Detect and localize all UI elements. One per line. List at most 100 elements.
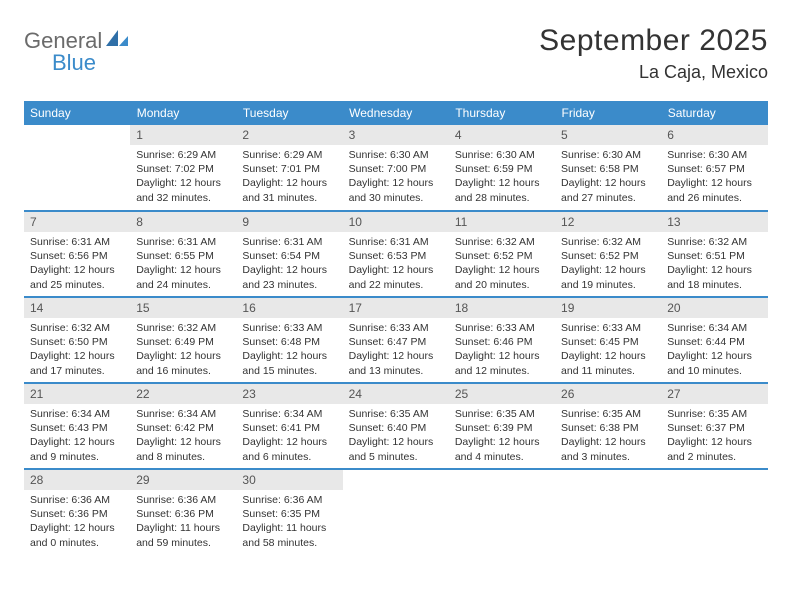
detail-line: Sunset: 6:59 PM [455,162,549,176]
detail-line: and 6 minutes. [242,450,336,464]
detail-line: and 8 minutes. [136,450,230,464]
day-number: 25 [449,384,555,404]
weekday-header: Friday [555,101,661,125]
day-number: 27 [661,384,767,404]
calendar-cell: 27Sunrise: 6:35 AMSunset: 6:37 PMDayligh… [661,383,767,469]
detail-line: Sunset: 6:35 PM [242,507,336,521]
day-details: Sunrise: 6:30 AMSunset: 6:57 PMDaylight:… [661,145,767,209]
day-details: Sunrise: 6:31 AMSunset: 6:55 PMDaylight:… [130,232,236,296]
calendar-cell: 10Sunrise: 6:31 AMSunset: 6:53 PMDayligh… [343,211,449,297]
detail-line: Daylight: 12 hours [242,263,336,277]
detail-line: and 30 minutes. [349,191,443,205]
detail-line: Sunset: 7:00 PM [349,162,443,176]
detail-line: Sunset: 6:56 PM [30,249,124,263]
day-details: Sunrise: 6:36 AMSunset: 6:36 PMDaylight:… [24,490,130,554]
calendar-cell: 24Sunrise: 6:35 AMSunset: 6:40 PMDayligh… [343,383,449,469]
detail-line: Sunrise: 6:36 AM [30,493,124,507]
day-number: 26 [555,384,661,404]
day-number: 5 [555,125,661,145]
detail-line: and 17 minutes. [30,364,124,378]
detail-line: and 9 minutes. [30,450,124,464]
day-details: Sunrise: 6:34 AMSunset: 6:41 PMDaylight:… [236,404,342,468]
detail-line: Sunset: 6:39 PM [455,421,549,435]
detail-line: Daylight: 12 hours [561,176,655,190]
detail-line: Sunrise: 6:35 AM [667,407,761,421]
weekday-header: Thursday [449,101,555,125]
detail-line: Daylight: 12 hours [30,521,124,535]
detail-line: Daylight: 12 hours [136,349,230,363]
calendar-week-row: 7Sunrise: 6:31 AMSunset: 6:56 PMDaylight… [24,211,768,297]
header: General Blue September 2025 La Caja, Mex… [24,24,768,83]
day-details: Sunrise: 6:33 AMSunset: 6:46 PMDaylight:… [449,318,555,382]
detail-line: and 3 minutes. [561,450,655,464]
calendar-cell: 14Sunrise: 6:32 AMSunset: 6:50 PMDayligh… [24,297,130,383]
detail-line: and 11 minutes. [561,364,655,378]
day-details: Sunrise: 6:29 AMSunset: 7:01 PMDaylight:… [236,145,342,209]
day-details: Sunrise: 6:33 AMSunset: 6:48 PMDaylight:… [236,318,342,382]
day-number: 8 [130,212,236,232]
detail-line: and 26 minutes. [667,191,761,205]
detail-line: Sunrise: 6:34 AM [30,407,124,421]
location-label: La Caja, Mexico [539,62,768,83]
detail-line: Daylight: 12 hours [455,349,549,363]
day-number: 29 [130,470,236,490]
detail-line: Sunrise: 6:35 AM [349,407,443,421]
page-title: September 2025 [539,24,768,58]
day-number: 28 [24,470,130,490]
weekday-header: Monday [130,101,236,125]
calendar-cell: 13Sunrise: 6:32 AMSunset: 6:51 PMDayligh… [661,211,767,297]
day-number: 7 [24,212,130,232]
detail-line: and 28 minutes. [455,191,549,205]
detail-line: and 10 minutes. [667,364,761,378]
detail-line: Daylight: 12 hours [242,435,336,449]
day-details: Sunrise: 6:34 AMSunset: 6:43 PMDaylight:… [24,404,130,468]
calendar-cell: 7Sunrise: 6:31 AMSunset: 6:56 PMDaylight… [24,211,130,297]
day-details: Sunrise: 6:32 AMSunset: 6:51 PMDaylight:… [661,232,767,296]
day-number: 9 [236,212,342,232]
weekday-header-row: Sunday Monday Tuesday Wednesday Thursday… [24,101,768,125]
day-number: 13 [661,212,767,232]
calendar-cell: 3Sunrise: 6:30 AMSunset: 7:00 PMDaylight… [343,125,449,211]
day-number [24,125,130,131]
detail-line: Sunrise: 6:33 AM [242,321,336,335]
detail-line: Daylight: 12 hours [561,263,655,277]
detail-line: Sunset: 6:53 PM [349,249,443,263]
day-number: 4 [449,125,555,145]
day-details: Sunrise: 6:30 AMSunset: 6:58 PMDaylight:… [555,145,661,209]
day-number [343,470,449,476]
detail-line: Daylight: 12 hours [455,263,549,277]
detail-line: Sunset: 7:02 PM [136,162,230,176]
calendar-cell: 29Sunrise: 6:36 AMSunset: 6:36 PMDayligh… [130,469,236,555]
calendar-cell: 25Sunrise: 6:35 AMSunset: 6:39 PMDayligh… [449,383,555,469]
calendar-week-row: 1Sunrise: 6:29 AMSunset: 7:02 PMDaylight… [24,125,768,211]
day-number: 19 [555,298,661,318]
day-number: 22 [130,384,236,404]
weekday-header: Sunday [24,101,130,125]
day-number: 30 [236,470,342,490]
calendar-cell: 30Sunrise: 6:36 AMSunset: 6:35 PMDayligh… [236,469,342,555]
detail-line: Sunset: 7:01 PM [242,162,336,176]
calendar-cell: 1Sunrise: 6:29 AMSunset: 7:02 PMDaylight… [130,125,236,211]
detail-line: Daylight: 12 hours [349,349,443,363]
day-details: Sunrise: 6:36 AMSunset: 6:36 PMDaylight:… [130,490,236,554]
detail-line: Daylight: 12 hours [667,435,761,449]
day-number: 24 [343,384,449,404]
detail-line: Sunset: 6:40 PM [349,421,443,435]
day-details: Sunrise: 6:31 AMSunset: 6:54 PMDaylight:… [236,232,342,296]
calendar-cell: 22Sunrise: 6:34 AMSunset: 6:42 PMDayligh… [130,383,236,469]
detail-line: and 58 minutes. [242,536,336,550]
detail-line: Sunrise: 6:32 AM [561,235,655,249]
brand-word-2: Blue [24,50,130,76]
day-details: Sunrise: 6:33 AMSunset: 6:47 PMDaylight:… [343,318,449,382]
detail-line: and 31 minutes. [242,191,336,205]
calendar-cell: 23Sunrise: 6:34 AMSunset: 6:41 PMDayligh… [236,383,342,469]
detail-line: Sunrise: 6:33 AM [455,321,549,335]
day-number: 16 [236,298,342,318]
day-details: Sunrise: 6:29 AMSunset: 7:02 PMDaylight:… [130,145,236,209]
day-details: Sunrise: 6:33 AMSunset: 6:45 PMDaylight:… [555,318,661,382]
detail-line: Sunset: 6:36 PM [30,507,124,521]
calendar-cell [661,469,767,555]
detail-line: Daylight: 12 hours [136,176,230,190]
detail-line: Daylight: 12 hours [667,349,761,363]
day-number: 12 [555,212,661,232]
